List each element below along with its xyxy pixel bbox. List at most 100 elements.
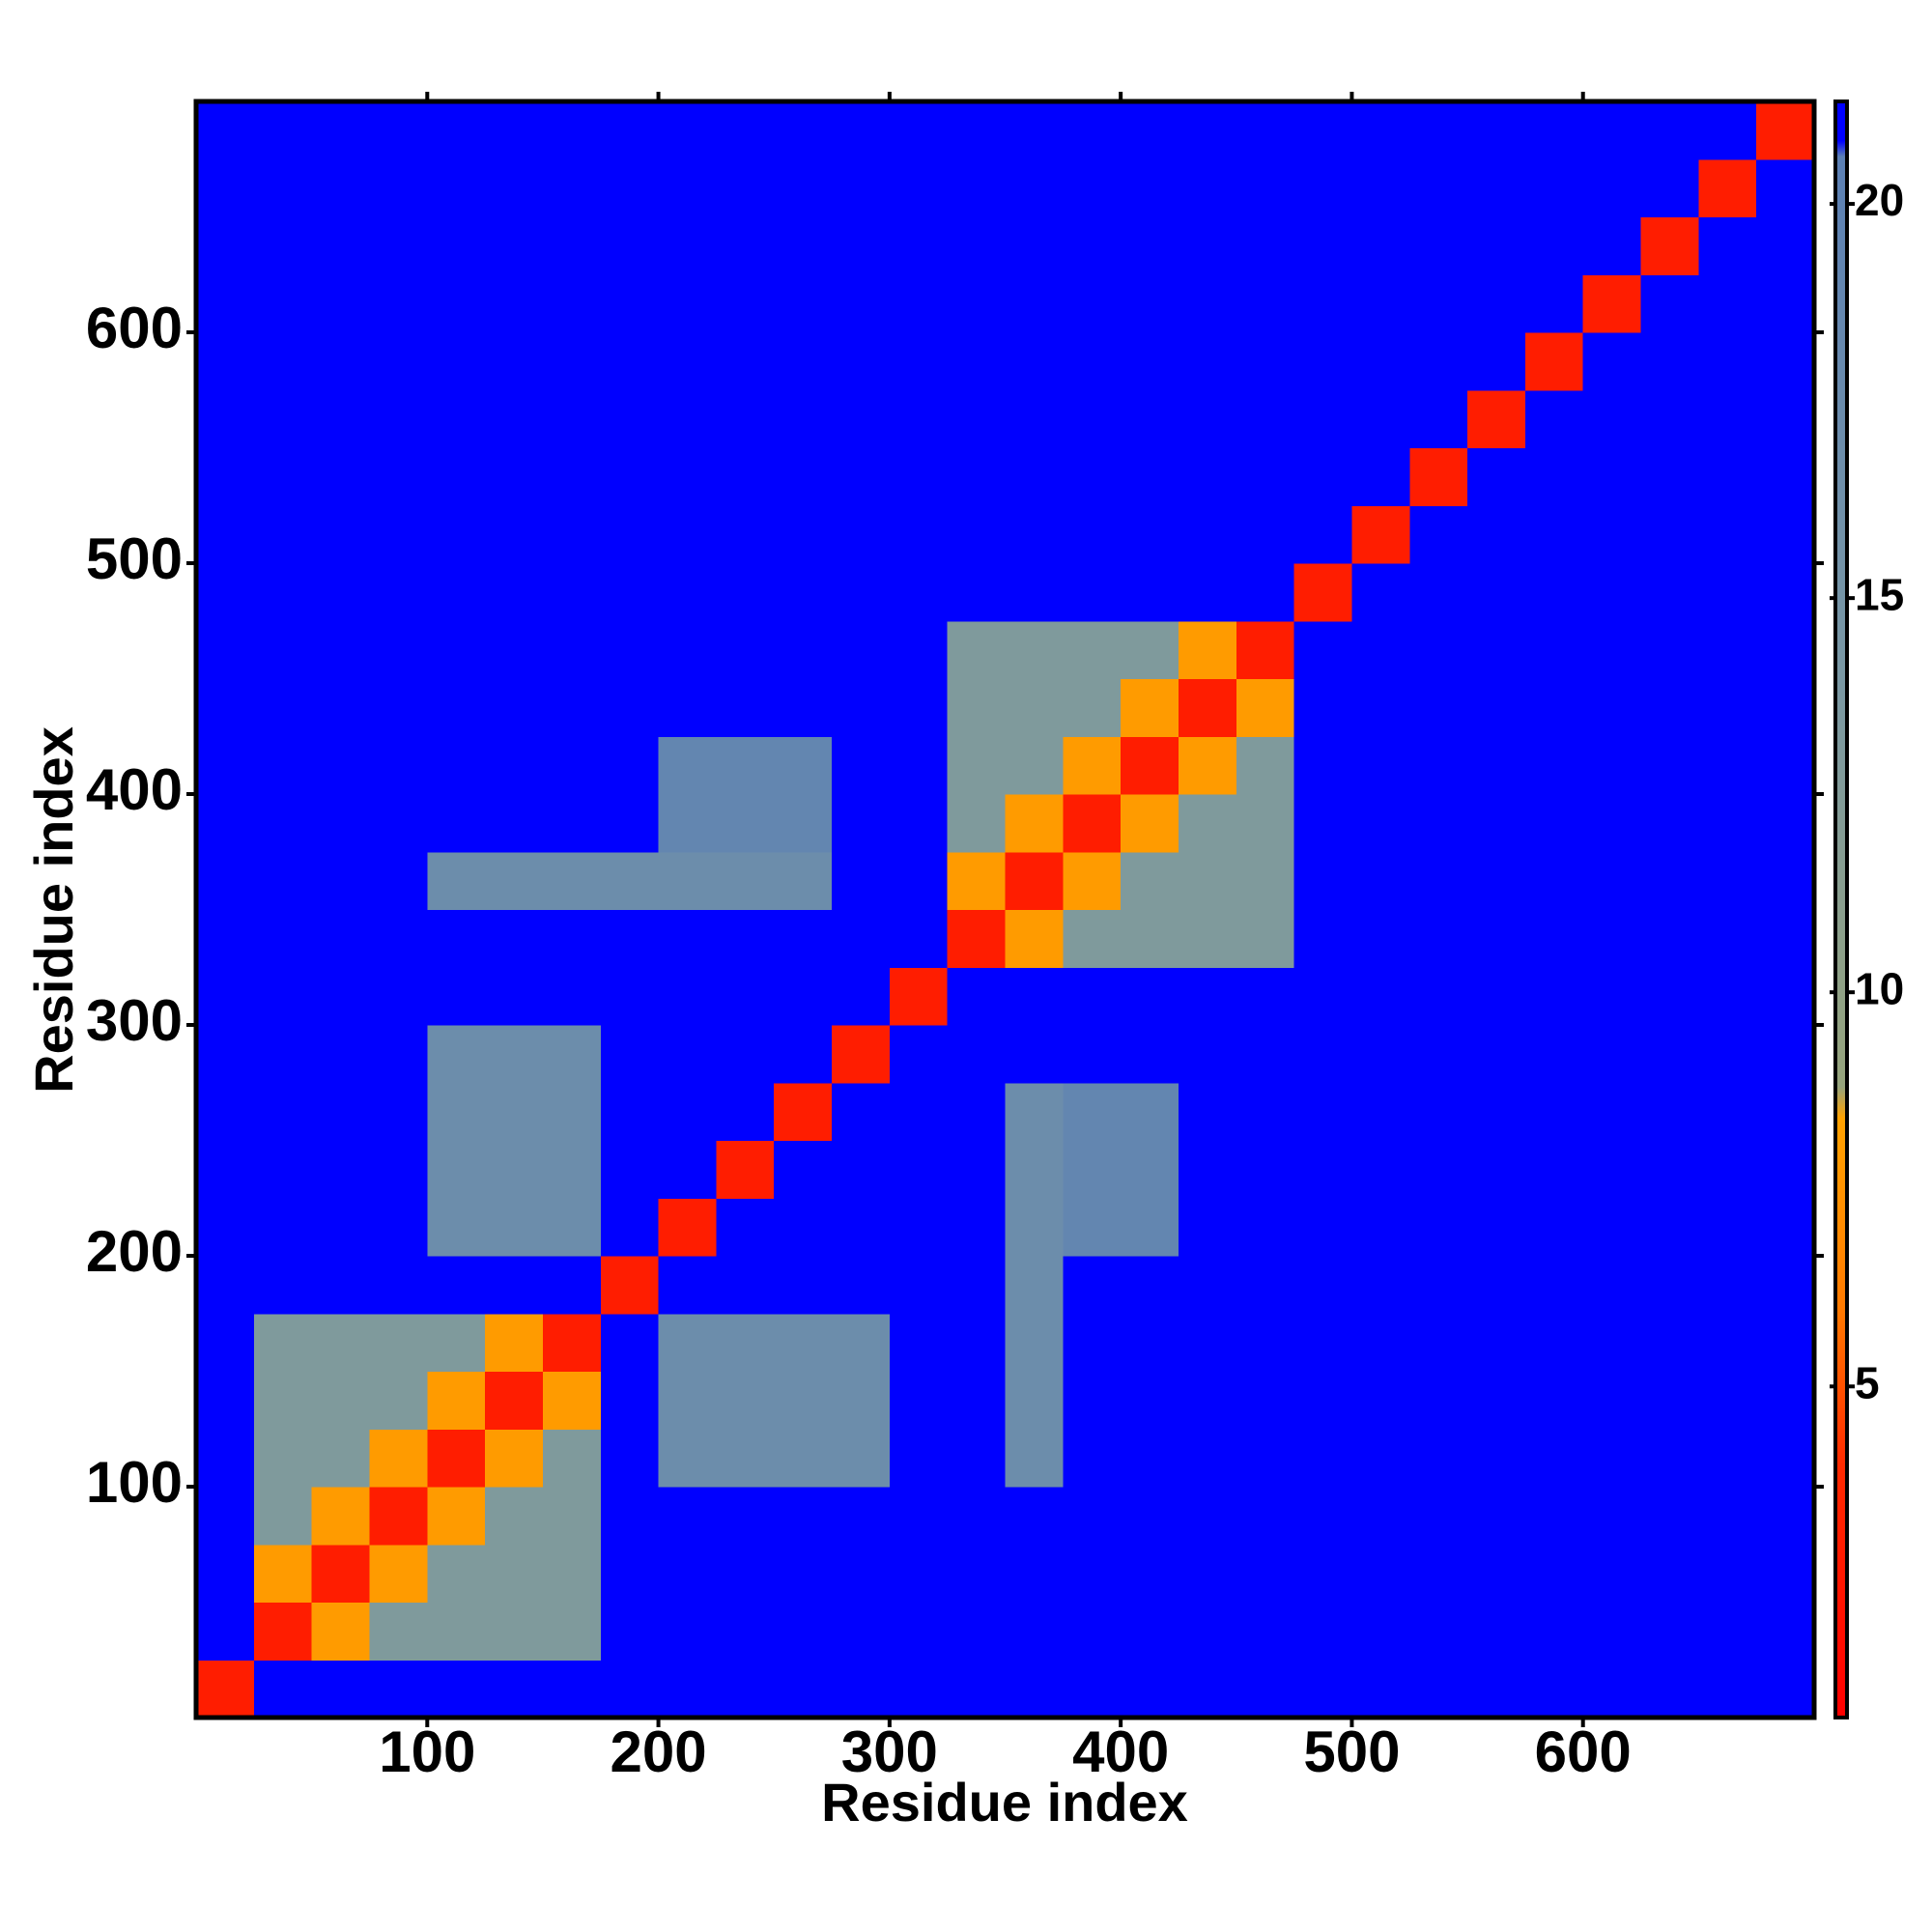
- heatmap-cell: [253, 447, 313, 506]
- heatmap-cell: [311, 1198, 371, 1257]
- heatmap-cell: [1121, 158, 1179, 218]
- heatmap-cell: [485, 851, 544, 911]
- heatmap-cell: [1005, 1025, 1064, 1084]
- heatmap-cell: [1640, 678, 1699, 737]
- heatmap-cell: [1467, 1313, 1526, 1373]
- x-tick-label: 300: [841, 1719, 938, 1784]
- heatmap-cell: [427, 274, 486, 333]
- heatmap-cell: [832, 1140, 891, 1199]
- heatmap-cell: [253, 158, 313, 218]
- heatmap-cell: [1524, 1602, 1584, 1661]
- heatmap-cell: [1236, 1544, 1295, 1604]
- heatmap-cell: [1236, 851, 1295, 911]
- heatmap-cell: [1582, 620, 1642, 680]
- heatmap-cell: [658, 447, 717, 506]
- heatmap-cell: [1063, 447, 1122, 506]
- heatmap-cell: [1524, 101, 1584, 160]
- heatmap-cell: [716, 1371, 775, 1430]
- colorbar-tick-label: 15: [1855, 569, 1904, 619]
- heatmap-cell: [1178, 1371, 1237, 1430]
- heatmap-cell: [716, 736, 775, 795]
- heatmap-cell: [369, 1602, 428, 1661]
- heatmap-cell: [1698, 158, 1757, 218]
- y-axis-title: Residue index: [23, 726, 84, 1094]
- heatmap-cell: [1293, 1544, 1353, 1604]
- heatmap-cell: [1063, 736, 1122, 795]
- heatmap-cell: [1640, 1140, 1699, 1199]
- heatmap-cell: [600, 563, 660, 622]
- heatmap-cell: [196, 505, 255, 564]
- heatmap-cell: [253, 216, 313, 275]
- heatmap-cell: [1409, 1602, 1468, 1661]
- heatmap-cell: [485, 447, 544, 506]
- heatmap-cell: [658, 1487, 717, 1546]
- heatmap-cell: [889, 1256, 949, 1315]
- heatmap-cell: [311, 505, 371, 564]
- heatmap-cell: [947, 389, 1007, 449]
- heatmap-cell: [600, 1429, 660, 1488]
- heatmap-cell: [658, 1198, 717, 1257]
- heatmap-cell: [1409, 1256, 1468, 1315]
- heatmap-cell: [947, 1660, 1007, 1719]
- heatmap-cell: [369, 101, 428, 160]
- heatmap-cell: [600, 909, 660, 968]
- heatmap-cell: [196, 101, 255, 160]
- heatmap-cell: [889, 447, 949, 506]
- heatmap-cell: [1756, 389, 1815, 449]
- heatmap-cell: [774, 1371, 833, 1430]
- heatmap-cell: [1524, 1082, 1584, 1142]
- heatmap-cell: [1178, 1025, 1237, 1084]
- heatmap-cell: [1698, 1198, 1757, 1257]
- heatmap-cell: [1582, 1256, 1642, 1315]
- heatmap-cell: [1756, 1544, 1815, 1604]
- heatmap-cell: [600, 158, 660, 218]
- heatmap-cell: [1005, 794, 1064, 853]
- heatmap-cell: [600, 851, 660, 911]
- heatmap-cell: [253, 389, 313, 449]
- heatmap-cell: [1351, 505, 1410, 564]
- heatmap-cell: [253, 1256, 313, 1315]
- heatmap-cell: [1005, 158, 1064, 218]
- heatmap-cell: [485, 1198, 544, 1257]
- colorbar-tick-label: 5: [1855, 1357, 1880, 1407]
- heatmap-cell: [600, 332, 660, 391]
- heatmap-cell: [1121, 1660, 1179, 1719]
- heatmap-cell: [1351, 1602, 1410, 1661]
- heatmap-cell: [1409, 389, 1468, 449]
- heatmap-cell: [1236, 1082, 1295, 1142]
- heatmap-cell: [658, 389, 717, 449]
- heatmap-cell: [1178, 101, 1237, 160]
- heatmap-cell: [1582, 101, 1642, 160]
- heatmap-cell: [542, 967, 602, 1026]
- heatmap-cell: [774, 332, 833, 391]
- heatmap-cell: [1467, 1487, 1526, 1546]
- heatmap-cell: [1467, 736, 1526, 795]
- heatmap-cell: [1582, 794, 1642, 853]
- heatmap-cell: [1756, 1429, 1815, 1488]
- heatmap-cell: [1582, 1313, 1642, 1373]
- heatmap-cell: [1582, 851, 1642, 911]
- heatmap-cell: [1121, 1602, 1179, 1661]
- heatmap-cell: [196, 1140, 255, 1199]
- heatmap-cell: [1698, 1602, 1757, 1661]
- heatmap-cell: [889, 1660, 949, 1719]
- heatmap-cell: [832, 909, 891, 968]
- heatmap-cell: [832, 620, 891, 680]
- heatmap-cell: [369, 1660, 428, 1719]
- heatmap-cell: [1293, 909, 1353, 968]
- heatmap-cell: [1178, 1198, 1237, 1257]
- heatmap-cell: [832, 1313, 891, 1373]
- heatmap-cell: [1178, 332, 1237, 391]
- heatmap-cell: [947, 1256, 1007, 1315]
- heatmap-cell: [1121, 1082, 1179, 1142]
- heatmap-cell: [311, 1140, 371, 1199]
- heatmap-cell: [369, 447, 428, 506]
- heatmap-cell: [369, 851, 428, 911]
- heatmap-cell: [1409, 909, 1468, 968]
- heatmap-cell: [1756, 1198, 1815, 1257]
- heatmap-cell: [427, 1429, 486, 1488]
- heatmap-cell: [1063, 332, 1122, 391]
- heatmap-cell: [196, 1602, 255, 1661]
- heatmap-cell: [889, 389, 949, 449]
- heatmap-cell: [1351, 1140, 1410, 1199]
